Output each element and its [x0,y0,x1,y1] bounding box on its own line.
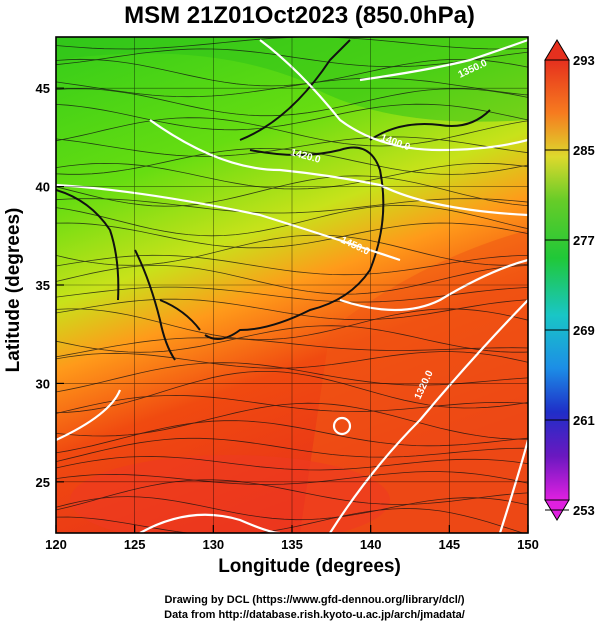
streamline [56,337,528,358]
streamline [56,58,528,87]
x-tick-label: 140 [360,537,382,552]
streamline [56,286,528,303]
hot-core [70,455,390,533]
figure-title: MSM 21Z01Oct2023 (850.0hPa) [124,2,475,29]
streamline [56,479,528,511]
streamline [56,325,528,353]
streamline [56,496,528,521]
cool-north [56,37,528,122]
streamlines [56,37,528,533]
colorbar-tick-label: 285 [573,143,595,158]
x-axis-label: Longitude (degrees) [218,556,401,577]
streamline [56,508,525,533]
x-tick-label: 125 [124,537,146,552]
x-tick-label: 135 [281,537,303,552]
colorbar-tick-label: 253 [573,503,595,518]
height-contours [56,38,528,533]
streamline [56,437,528,463]
credit-data: Data from http://database.rish.kyoto-u.a… [164,609,465,621]
streamline [56,117,528,147]
colorbar-tick-label: 261 [573,413,595,428]
coastlines [56,39,491,361]
streamline [56,198,528,214]
colorbar-top-arrow [544,39,570,61]
colorbar: 293 285 277 269 261 253 [544,39,595,521]
streamline [56,136,528,157]
credit-drawing: Drawing by DCL (https://www.gfd-dennou.o… [164,594,465,606]
streamline [56,88,528,117]
streamline [56,175,528,207]
streamline [56,362,528,393]
weather-map: 1350.0 1400.0 1420.0 1450.0 1320.0 120 12… [36,36,595,552]
colorbar-tick-label: 269 [573,323,595,338]
streamline [56,308,528,341]
streamline [56,471,528,485]
y-tick-label: 25 [36,475,50,490]
x-axis-ticks: 120 125 130 135 140 145 150 [45,525,539,552]
y-tick-label: 40 [36,180,50,195]
y-tick-label: 35 [36,278,50,293]
streamline [56,48,528,68]
x-tick-label: 120 [45,537,67,552]
streamline [56,77,528,98]
warm-region [300,230,528,533]
streamline [56,298,528,321]
x-tick-label: 145 [438,537,460,552]
streamline [56,456,528,471]
colorbar-tick-label: 293 [573,53,595,68]
x-tick-label: 130 [202,537,224,552]
streamline [56,234,528,266]
streamline [56,162,528,190]
streamline [56,351,528,369]
streamline [56,254,528,276]
grid-lines [56,37,528,533]
streamline [56,265,528,295]
streamline [56,222,528,249]
x-tick-label: 150 [517,537,539,552]
colorbar-tick-label: 277 [573,233,595,248]
streamline [56,420,528,454]
streamline [56,147,528,175]
y-tick-label: 30 [36,376,50,391]
streamline [56,402,528,440]
y-tick-label: 45 [36,81,50,96]
streamline [56,394,528,414]
y-axis-ticks: 25 30 35 40 45 [36,81,64,490]
streamline [56,371,528,414]
colorbar-body [544,59,570,501]
streamline [56,103,528,131]
